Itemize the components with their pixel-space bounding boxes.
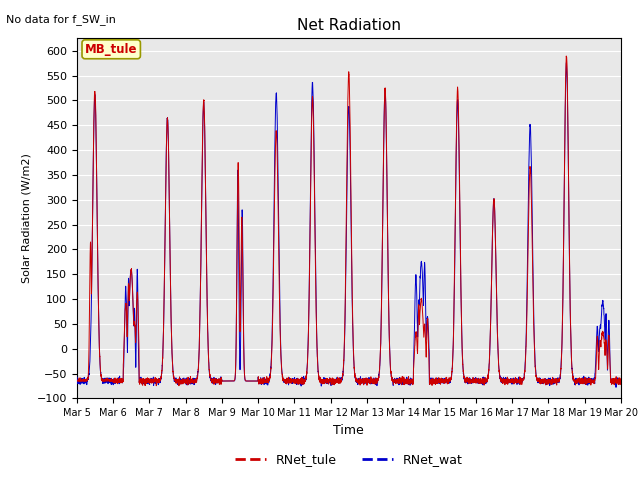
- RNet_wat: [171, 378, 179, 384]
- Line: RNet_tule: RNet_tule: [77, 56, 621, 386]
- RNet_tule: [563, 53, 570, 59]
- RNet_wat: [502, 379, 509, 384]
- Legend: RNet_tule, RNet_wat: RNet_tule, RNet_wat: [230, 448, 468, 471]
- Y-axis label: Solar Radiation (W/m2): Solar Radiation (W/m2): [21, 154, 31, 283]
- RNet_tule: [329, 377, 337, 383]
- RNet_wat: [617, 379, 625, 384]
- RNet_wat: [73, 376, 81, 382]
- RNet_tule: [73, 378, 81, 384]
- RNet_wat: [616, 378, 624, 384]
- RNet_tule: [502, 379, 509, 385]
- Text: No data for f_SW_in: No data for f_SW_in: [6, 14, 116, 25]
- RNet_wat: [612, 384, 620, 390]
- RNet_wat: [328, 381, 336, 386]
- RNet_tule: [175, 383, 183, 389]
- Line: RNet_wat: RNet_wat: [77, 62, 621, 387]
- Title: Net Radiation: Net Radiation: [297, 18, 401, 33]
- RNet_tule: [441, 379, 449, 384]
- RNet_wat: [471, 379, 479, 385]
- Text: MB_tule: MB_tule: [85, 43, 138, 56]
- RNet_tule: [171, 377, 179, 383]
- RNet_tule: [617, 377, 625, 383]
- RNet_tule: [616, 378, 624, 384]
- X-axis label: Time: Time: [333, 424, 364, 437]
- RNet_tule: [471, 379, 479, 384]
- RNet_wat: [440, 375, 448, 381]
- RNet_wat: [563, 60, 570, 65]
